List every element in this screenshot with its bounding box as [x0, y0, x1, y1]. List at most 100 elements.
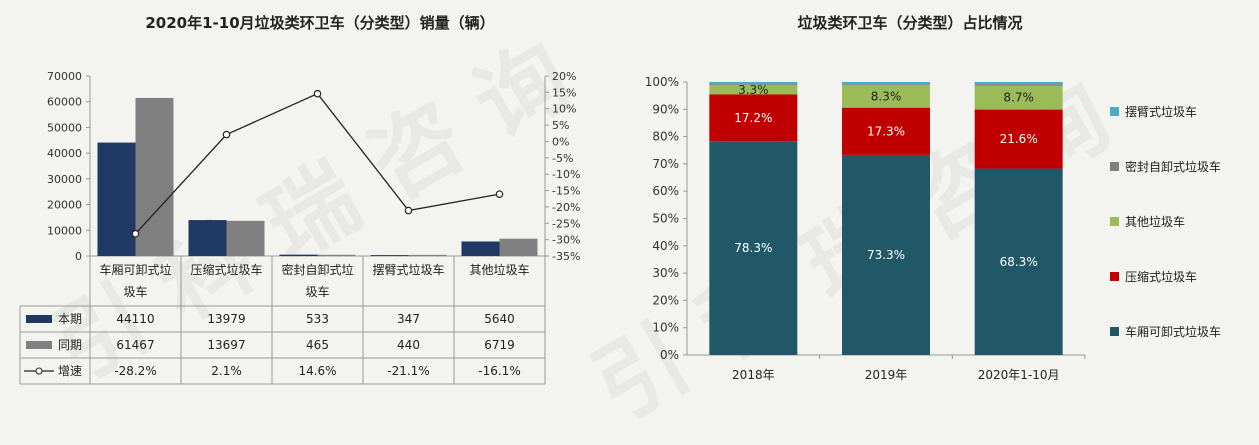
legend-swatch-压缩式垃圾车 — [1110, 272, 1119, 281]
y2-tick-label: 10% — [552, 103, 576, 116]
category-label: 密封自卸式垃 — [281, 262, 353, 277]
y-tick-label: 40% — [652, 239, 679, 253]
y2-tick-label: -5% — [552, 152, 573, 165]
segment-label: 8.3% — [871, 89, 902, 103]
y2-tick-label: -15% — [552, 185, 580, 198]
y-tick-label: 70000 — [47, 70, 82, 83]
y2-tick-label: 5% — [552, 119, 569, 132]
category-label: 摆臂式垃圾车 — [372, 262, 444, 277]
bar-本期 — [370, 255, 409, 256]
table-cell: -16.1% — [478, 364, 520, 378]
table-cell: -28.2% — [114, 364, 156, 378]
stack-segment-车厢可卸式垃圾车 — [974, 168, 1063, 355]
share-stacked-chart: 0% 10% 20% 30% 40% 50% 60% 70% 80% 90% 100% 78.3% 17… — [645, 75, 1221, 382]
y-tick-label: 80% — [652, 130, 679, 144]
chart-title-sales: 2020年1-10月垃圾类环卫车（分类型）销量（辆） — [145, 14, 495, 32]
table-cell: 5640 — [484, 312, 515, 326]
table-cell: 14.6% — [298, 364, 336, 378]
legend-label: 其他垃圾车 — [1125, 214, 1185, 229]
y2-tick-label: 15% — [552, 86, 576, 99]
bar-同期 — [135, 97, 174, 256]
legend-swatch-同期 — [26, 341, 52, 349]
table-cell: 533 — [306, 312, 329, 326]
table-cell: 2.1% — [211, 364, 242, 378]
category-label: 圾车 — [305, 284, 329, 299]
growth-point — [404, 206, 413, 215]
legend-label: 本期 — [58, 312, 82, 326]
bar-本期 — [97, 142, 136, 256]
legend-swatch-marker — [35, 367, 43, 375]
legend-swatch-本期 — [26, 315, 52, 323]
bar-同期 — [408, 254, 447, 256]
legend-swatch-其他垃圾车 — [1110, 217, 1119, 226]
category-label: 2019年 — [865, 368, 908, 382]
stack-segment-密封自卸式垃圾车 — [709, 84, 798, 86]
legend-label: 增速 — [58, 364, 82, 378]
bar-本期 — [188, 220, 227, 256]
y-tick-label: 100% — [645, 75, 679, 89]
stack-segment-车厢可卸式垃圾车 — [842, 154, 930, 355]
category-label: 2018年 — [732, 368, 775, 382]
category-label: 圾车 — [123, 284, 147, 299]
sales-combo-chart: 0 10000 20000 30000 40000 50000 60000 70000 -35%… — [19, 70, 580, 385]
y-tick-label: 0 — [75, 250, 82, 263]
legend-swatch-密封自卸式垃圾车 — [1110, 162, 1119, 171]
y-tick-label: 50% — [652, 212, 679, 226]
segment-label: 17.2% — [734, 111, 772, 125]
stack-segment-压缩式垃圾车 — [709, 94, 798, 142]
y-tick-label: 90% — [652, 102, 679, 116]
table-cell: 347 — [397, 312, 420, 326]
table-cell: 440 — [397, 338, 420, 352]
growth-point — [222, 130, 231, 139]
category-label: 压缩式垃圾车 — [190, 262, 262, 277]
legend-label: 摆臂式垃圾车 — [1125, 104, 1197, 119]
y-tick-label: 60% — [652, 184, 679, 198]
bar-同期 — [499, 238, 538, 256]
y2-tick-label: -10% — [552, 168, 580, 181]
y2-tick-label: -35% — [552, 250, 580, 263]
stack-segment-压缩式垃圾车 — [974, 109, 1063, 169]
stack-segment-车厢可卸式垃圾车 — [709, 141, 798, 355]
stack-segment-摆臂式垃圾车 — [709, 82, 798, 85]
category-label: 其他垃圾车 — [469, 262, 529, 277]
table-cell: 44110 — [116, 312, 154, 326]
growth-point — [313, 89, 322, 98]
segment-label: 3.3% — [738, 83, 769, 97]
growth-point — [131, 229, 140, 238]
y-tick-label: 0% — [660, 348, 679, 362]
stack-segment-其他垃圾车 — [842, 85, 930, 108]
category-label: 车厢可卸式垃 — [99, 262, 171, 277]
y-tick-label: 10000 — [47, 224, 82, 237]
legend-label: 密封自卸式垃圾车 — [1125, 159, 1221, 174]
stack-segment-摆臂式垃圾车 — [974, 82, 1063, 85]
legend-label: 压缩式垃圾车 — [1125, 269, 1197, 284]
y2-tick-label: -20% — [552, 201, 580, 214]
bar-同期 — [317, 254, 356, 256]
stack-segment-密封自卸式垃圾车 — [842, 84, 930, 86]
y-tick-label: 50000 — [47, 121, 82, 134]
bar-同期 — [226, 220, 265, 256]
y-tick-label: 30000 — [47, 173, 82, 186]
y2-tick-label: 20% — [552, 70, 576, 83]
y-tick-label: 10% — [652, 321, 679, 335]
table-cell: -21.1% — [387, 364, 429, 378]
legend-label: 同期 — [58, 338, 82, 352]
y-tick-label: 20% — [652, 293, 679, 307]
bar-本期 — [461, 241, 500, 256]
legend-swatch-车厢可卸式垃圾车 — [1110, 327, 1119, 336]
bar-本期 — [279, 254, 318, 256]
category-label: 2020年1-10月 — [978, 368, 1060, 382]
y-tick-label: 40000 — [47, 147, 82, 160]
y2-tick-label: -25% — [552, 217, 580, 230]
table-cell: 13697 — [207, 338, 245, 352]
y-tick-label: 60000 — [47, 96, 82, 109]
growth-point — [495, 190, 504, 198]
y-tick-label: 30% — [652, 266, 679, 280]
table-cell: 13979 — [207, 312, 245, 326]
stack-segment-其他垃圾车 — [974, 85, 1063, 110]
table-cell: 6719 — [484, 338, 515, 352]
stack-segment-其他垃圾车 — [709, 85, 798, 95]
segment-label: 17.3% — [867, 124, 905, 138]
segment-label: 73.3% — [867, 248, 905, 262]
y-tick-label: 70% — [652, 157, 679, 171]
